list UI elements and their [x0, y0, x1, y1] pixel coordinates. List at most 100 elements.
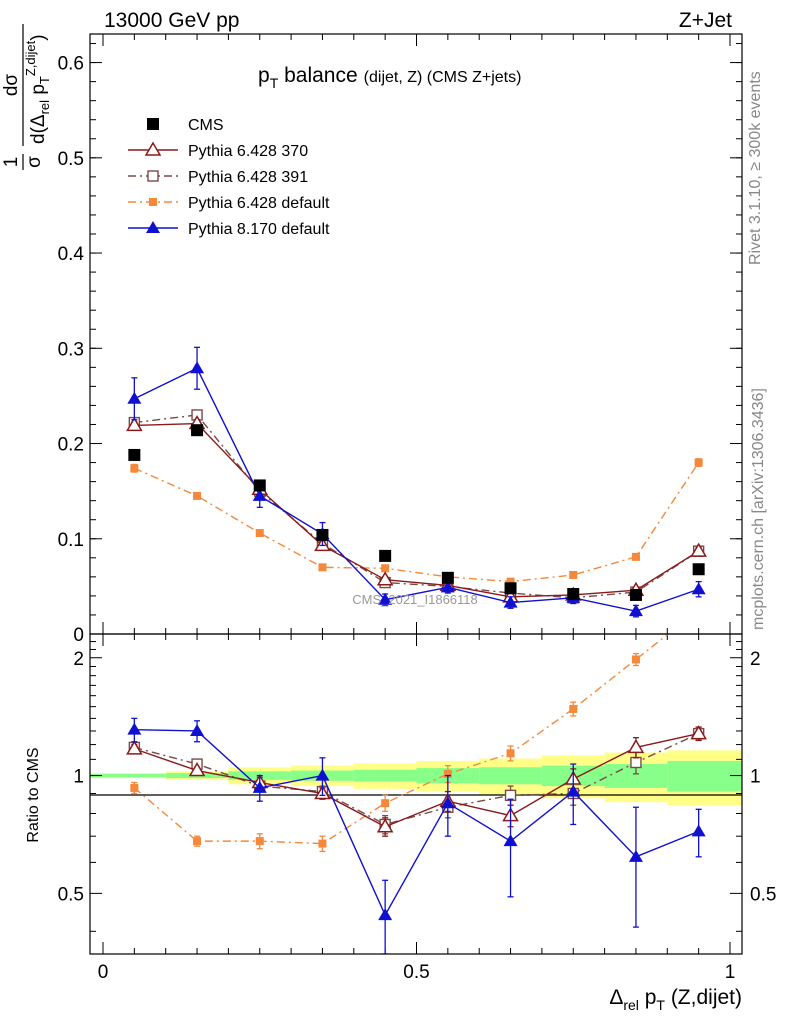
legend-marker-cms: [147, 118, 159, 130]
ratio-band-green-4: [353, 769, 417, 782]
main-point-cms-2-shape: [253, 479, 266, 492]
main-point-cms-4: [379, 549, 392, 562]
main-point-p6def-9-shape: [694, 458, 703, 467]
ratio-point-p8def-2: [252, 780, 267, 793]
main-point-p8def-2: [252, 488, 267, 501]
main-point-p6def-8-shape: [631, 552, 640, 561]
ratio-point-p370-1: [188, 762, 206, 777]
main-point-p6def-6: [506, 577, 515, 586]
ratio-point-p370-0: [126, 740, 143, 755]
plot-title-p: p: [258, 64, 270, 87]
main-point-p8def-9-shape: [691, 582, 706, 595]
ratio-xtick-label-2: 1: [725, 962, 736, 983]
legend-entry-cms: CMS: [147, 117, 224, 134]
ylabel-den-psub: T: [37, 76, 52, 84]
main-ytick-label-5: 0.5: [58, 149, 84, 170]
legend-entry-p6def: Pythia 6.428 default: [128, 195, 330, 212]
plot-title-small: (dijet, Z) (CMS Z+jets): [364, 69, 522, 86]
ratio-series-group: [126, 634, 707, 954]
legend-entry-p8def: Pythia 8.170 default: [128, 221, 330, 238]
legend-label-p370: Pythia 6.428 370: [188, 143, 308, 160]
ratio-series-p6def: [130, 634, 670, 853]
ratio-series-p8def: [127, 717, 706, 954]
ratio-point-p6def-8-shape: [631, 655, 640, 664]
ratio-point-p6def-6: [506, 749, 515, 758]
main-ytick-label-3: 0.3: [58, 339, 84, 360]
main-point-cms-6-shape: [504, 582, 517, 595]
ratio-point-p8def-8-shape: [628, 849, 643, 862]
ylabel-den-sup: Z,dijet: [23, 40, 38, 76]
mcplots-label: mcplots.cern.ch [arXiv:1306.3436]: [750, 388, 767, 630]
main-ytick-label-0: 0: [73, 625, 84, 646]
x-axis-label: Δrel pT (Z,dijet): [609, 986, 742, 1013]
ratio-ytick-label-right-2: 2: [750, 649, 761, 670]
main-line-p370: [134, 422, 700, 598]
main-point-cms-6: [504, 582, 517, 595]
main-point-p370-0-shape: [126, 416, 143, 432]
main-point-p6def-4: [381, 564, 390, 573]
main-point-p8def-6-shape: [503, 595, 518, 608]
legend-marker-p6def-shape: [149, 198, 157, 206]
main-point-p6def-4-shape: [381, 564, 390, 573]
ratio-point-p370-4: [376, 818, 394, 833]
main-point-p8def-2-shape: [252, 488, 267, 501]
ratio-point-p8def-3: [315, 768, 330, 781]
main-point-cms-7: [567, 588, 580, 600]
ratio-point-p6def-3: [318, 839, 327, 848]
main-line-p391: [134, 414, 700, 599]
main-series-group: [126, 346, 707, 618]
main-point-p370-9: [690, 542, 707, 557]
main-point-p8def-6: [503, 595, 518, 608]
ratio-xtick-label-1: 0.5: [403, 962, 429, 983]
ratio-point-p8def-1-shape: [190, 723, 205, 736]
ratio-point-p8def-5-shape: [440, 796, 455, 809]
main-point-p8def-1-shape: [190, 361, 205, 374]
ratio-point-p8def-2-shape: [252, 780, 267, 793]
main-series-p6def: [130, 458, 703, 586]
main-point-p8def-4-shape: [378, 592, 393, 605]
legend-marker-p6def: [149, 198, 157, 206]
legend-marker-p370-shape: [144, 141, 162, 156]
main-point-cms-3: [316, 528, 329, 541]
ylabel-one: 1: [1, 157, 22, 168]
main-point-p370-9-shape: [690, 542, 707, 557]
xlabel-psub: T: [656, 997, 665, 1013]
ylabel-den-p: p: [28, 84, 49, 100]
ratio-xtick-label-0: 0: [98, 962, 109, 983]
xlabel-sub: rel: [623, 997, 639, 1013]
ratio-band-green-6: [479, 767, 542, 785]
ratio-point-p6def-7: [569, 704, 578, 713]
main-ytick-label-2: 0.2: [58, 435, 84, 456]
legend-label-p8def: Pythia 8.170 default: [188, 221, 330, 238]
rivet-version-label: Rivet 3.1.10, ≥ 300k events: [747, 71, 764, 265]
legend: CMS Pythia 6.428 370 Pythia 6.428 391 Pythi…: [128, 117, 330, 238]
ratio-point-p8def-7-shape: [566, 784, 581, 797]
ratio-point-p8def-9: [691, 824, 706, 837]
ratio-point-p370-8: [627, 738, 645, 754]
ratio-point-p6def-6-shape: [506, 749, 515, 758]
ratio-ylabel: Ratio to CMS: [25, 747, 42, 842]
main-point-p6def-7-shape: [569, 570, 578, 579]
main-point-p8def-4: [378, 592, 393, 605]
ratio-point-p370-8-shape: [627, 738, 645, 754]
legend-marker-cms-shape: [147, 118, 159, 130]
main-point-cms-0-shape: [128, 448, 141, 461]
main-axis-ticks: 0 0.1 0.2 0.3 0.4 0.5 0.6: [58, 34, 742, 646]
xlabel-delta: Δ: [609, 986, 623, 1009]
ratio-point-p370-4-shape: [376, 818, 394, 833]
main-point-p370-4-shape: [376, 571, 394, 586]
legend-entry-p391: Pythia 6.428 391: [128, 169, 308, 186]
plot-title: pT balance (dijet, Z) (CMS Z+jets): [258, 64, 521, 91]
ratio-point-p8def-1: [190, 723, 205, 736]
legend-label-p391: Pythia 6.428 391: [188, 169, 308, 186]
main-point-p8def-5-shape: [440, 580, 455, 593]
legend-label-cms: CMS: [188, 117, 224, 134]
ratio-line-p391: [134, 732, 699, 826]
main-point-cms-5-shape: [441, 571, 454, 584]
legend-entry-p370: Pythia 6.428 370: [128, 141, 308, 160]
ratio-ytick-label-2: 2: [73, 649, 84, 670]
xlabel-p: p: [639, 986, 657, 1009]
ratio-point-p8def-6: [503, 834, 518, 847]
main-series-p370: [126, 415, 707, 603]
